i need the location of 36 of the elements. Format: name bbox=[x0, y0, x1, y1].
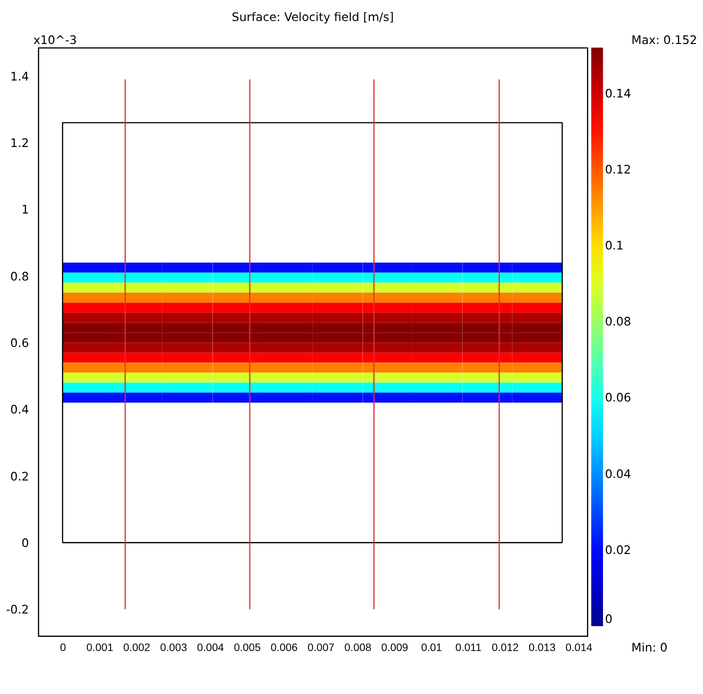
color-bar-label: 0.02 bbox=[604, 542, 632, 557]
color-bar-label: 0 bbox=[604, 612, 612, 626]
x-tick-label: 0.007 bbox=[308, 642, 334, 654]
x-tick-label: 0.012 bbox=[492, 642, 519, 654]
x-tick-label: 0.008 bbox=[344, 642, 372, 654]
color-bar-label: 0.08 bbox=[604, 314, 632, 329]
x-tick-label: 0.003 bbox=[160, 642, 188, 654]
y-tick-label: 0.2 bbox=[10, 469, 29, 484]
text: Max: 0.152 bbox=[631, 32, 698, 47]
text: Min: 0 bbox=[631, 640, 668, 655]
y-tick-label: 1.4 bbox=[10, 69, 29, 84]
y-tick-label: 0.8 bbox=[10, 269, 29, 284]
y-tick-label: 0.4 bbox=[10, 402, 29, 417]
text: x10^-3 bbox=[33, 32, 77, 47]
color-bar-label: 0.06 bbox=[604, 390, 632, 405]
color-bar-label: 0.14 bbox=[604, 86, 632, 100]
y-tick-label: -0.2 bbox=[6, 602, 29, 617]
x-tick-label: 0.001 bbox=[86, 642, 114, 654]
x-tick-label: 0.011 bbox=[455, 642, 482, 654]
x-tick-label: 0 bbox=[60, 642, 66, 654]
color-bar-label: 0.1 bbox=[604, 238, 624, 252]
color-bar-label: 0.12 bbox=[604, 162, 632, 176]
y-tick-label: 1.2 bbox=[10, 136, 29, 150]
y-tick-label: 1 bbox=[21, 202, 29, 217]
x-tick-label: 0.013 bbox=[528, 642, 556, 654]
x-tick-label: 0.004 bbox=[196, 642, 224, 654]
y-tick-label: 0.6 bbox=[10, 336, 29, 350]
x-tick-label: 0.009 bbox=[381, 642, 408, 654]
x-tick-label: 0.014 bbox=[565, 642, 592, 654]
x-tick-label: 0.002 bbox=[123, 642, 150, 654]
y-tick-label: 0 bbox=[21, 536, 29, 550]
x-tick-label: 0.005 bbox=[234, 642, 261, 654]
chart-title: Surface: Velocity field [m/s] bbox=[232, 10, 394, 24]
color-bar-label: 0.04 bbox=[604, 466, 632, 481]
x-tick-label: 0.006 bbox=[270, 642, 298, 654]
x-tick-label: 0.01 bbox=[421, 642, 442, 654]
